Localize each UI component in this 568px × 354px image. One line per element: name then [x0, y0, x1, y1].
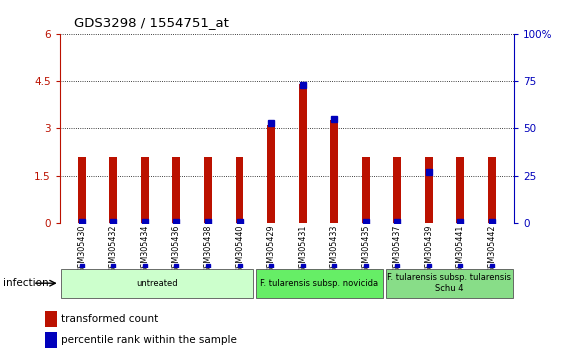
- Text: percentile rank within the sample: percentile rank within the sample: [61, 335, 237, 345]
- Text: transformed count: transformed count: [61, 314, 158, 324]
- Bar: [109, 157, 117, 223]
- Bar: [425, 157, 433, 223]
- FancyBboxPatch shape: [386, 269, 513, 298]
- Bar: [45, 311, 57, 327]
- FancyBboxPatch shape: [61, 269, 253, 298]
- Bar: [457, 157, 465, 223]
- Bar: [488, 157, 496, 223]
- Text: GSM305430: GSM305430: [77, 224, 86, 273]
- Bar: [267, 125, 275, 223]
- Text: infection: infection: [3, 278, 48, 288]
- Text: F. tularensis subsp. tularensis
Schu 4: F. tularensis subsp. tularensis Schu 4: [387, 274, 511, 293]
- Text: GSM305432: GSM305432: [109, 224, 118, 273]
- Bar: [141, 157, 149, 223]
- Text: GSM305429: GSM305429: [266, 224, 275, 273]
- Text: GSM305435: GSM305435: [361, 224, 370, 273]
- Text: untreated: untreated: [136, 279, 178, 288]
- Text: F. tularensis subsp. novicida: F. tularensis subsp. novicida: [260, 279, 378, 288]
- Bar: [45, 332, 57, 348]
- Text: GDS3298 / 1554751_at: GDS3298 / 1554751_at: [74, 16, 229, 29]
- Text: GSM305441: GSM305441: [456, 224, 465, 273]
- Bar: [330, 120, 338, 223]
- Text: GSM305431: GSM305431: [298, 224, 307, 273]
- Bar: [362, 157, 370, 223]
- Bar: [204, 157, 212, 223]
- Text: GSM305433: GSM305433: [329, 224, 339, 273]
- Text: GSM305440: GSM305440: [235, 224, 244, 273]
- Bar: [236, 157, 244, 223]
- FancyBboxPatch shape: [256, 269, 383, 298]
- Text: GSM305442: GSM305442: [487, 224, 496, 273]
- Text: GSM305436: GSM305436: [172, 224, 181, 273]
- Text: GSM305439: GSM305439: [424, 224, 433, 273]
- Text: GSM305437: GSM305437: [393, 224, 402, 273]
- Text: GSM305438: GSM305438: [203, 224, 212, 273]
- Bar: [394, 157, 401, 223]
- Bar: [173, 157, 181, 223]
- Bar: [78, 157, 86, 223]
- Bar: [299, 84, 307, 223]
- Text: GSM305434: GSM305434: [140, 224, 149, 273]
